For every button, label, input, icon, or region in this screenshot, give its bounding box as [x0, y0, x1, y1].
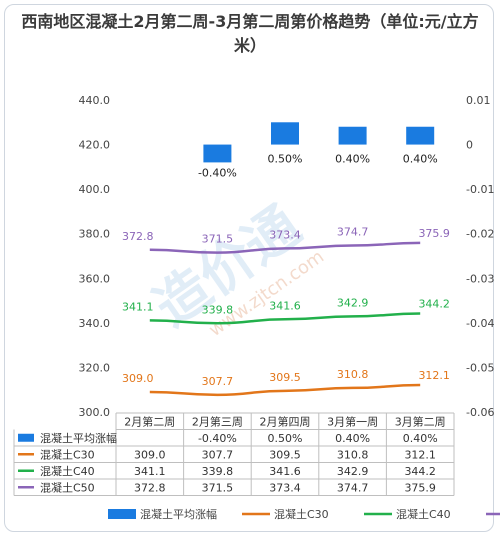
watermark: 造价通 www.zjtcn.com [143, 194, 328, 341]
right-axis: 0.01 0 -0.01 -0.02 -0.03 -0.04 -0.05 -0.06 [466, 94, 494, 419]
left-tick-label: 300.0 [79, 406, 111, 419]
table-cell: -0.40% [198, 432, 237, 445]
bar-mark [338, 126, 367, 145]
line-data-label: 373.4 [269, 228, 301, 241]
table-category: 2月第二周 [124, 414, 175, 428]
right-tick-label: -0.01 [466, 183, 494, 196]
table-cell: 375.9 [404, 481, 436, 494]
table-row-label: 混凝土C30 [40, 447, 95, 461]
left-tick-label: 440.0 [79, 94, 111, 107]
table-cell: 309.0 [134, 448, 166, 461]
series-line [149, 383, 421, 397]
line-data-label: 374.7 [337, 226, 369, 239]
line-data-label: 371.5 [202, 233, 234, 246]
left-axis: 300.0 320.0 340.0 360.0 380.0 400.0 420.0 440.0 [79, 94, 111, 419]
line-data-label: 309.0 [122, 372, 154, 385]
table-cell: 372.8 [134, 481, 166, 494]
left-tick-label: 380.0 [79, 228, 111, 241]
table-row-swatch [18, 433, 34, 442]
right-tick-label: -0.02 [466, 228, 494, 241]
legend-label: 混凝土平均涨幅 [140, 507, 217, 521]
line-data-label: 312.1 [418, 369, 450, 382]
table-cell: 310.8 [337, 448, 369, 461]
right-tick-label: -0.03 [466, 272, 494, 285]
table-cell: 309.5 [269, 448, 301, 461]
bar-mark [271, 122, 299, 145]
legend: 混凝土平均涨幅混凝土C30混凝土C40混凝土C50 [108, 507, 500, 521]
right-tick-label: -0.05 [466, 361, 494, 374]
left-tick-label: 340.0 [79, 317, 111, 330]
bar-mark [203, 144, 232, 163]
bar-data-label: -0.40% [198, 166, 237, 179]
table-cell: 339.8 [202, 465, 234, 478]
table-category: 2月第三周 [192, 414, 243, 428]
line-data-label: 339.8 [202, 303, 234, 316]
bar-mark [406, 126, 435, 145]
table-cell: 371.5 [202, 481, 234, 494]
right-tick-label: 0 [466, 139, 473, 152]
table-cell: 0.50% [268, 432, 303, 445]
series-line [149, 241, 421, 254]
line-data-label: 372.8 [122, 230, 154, 243]
left-tick-label: 400.0 [79, 183, 111, 196]
chart-frame [4, 4, 494, 532]
table-cell: 312.1 [404, 448, 436, 461]
table-row-label: 混凝土C40 [40, 464, 95, 478]
line-data-label: 309.5 [269, 371, 301, 384]
chart-title: 西南地区混凝土2月第二周-3月第二周第价格趋势（单位:元/立方米） [21, 12, 479, 55]
table-row-label: 混凝土平均涨幅 [40, 431, 117, 445]
table-cell: 341.1 [134, 465, 166, 478]
series-line [149, 312, 421, 325]
bar-data-label: 0.40% [403, 153, 438, 166]
line-data-label: 341.6 [269, 299, 301, 312]
bar-data-label: 0.40% [335, 153, 370, 166]
right-tick-label: -0.06 [466, 406, 494, 419]
table-cell: 307.7 [202, 448, 234, 461]
legend-label: 混凝土C40 [396, 507, 451, 521]
line-series [149, 241, 421, 397]
data-labels: -0.40% 0.50% 0.40% 0.40% 309.0 307.7 309.5 310.… [122, 153, 450, 388]
line-data-label: 341.1 [122, 300, 154, 313]
table-category: 3月第二周 [395, 414, 446, 428]
table-cell: 374.7 [337, 481, 369, 494]
right-tick-label: -0.04 [466, 317, 494, 330]
bar-data-label: 0.50% [268, 153, 303, 166]
line-data-label: 344.2 [418, 297, 450, 310]
line-data-label: 307.7 [202, 375, 234, 388]
line-data-label: 375.9 [418, 227, 450, 240]
legend-swatch [108, 509, 136, 519]
line-data-label: 310.8 [337, 368, 369, 381]
line-data-label: 342.9 [337, 296, 369, 309]
table-category: 2月第四周 [260, 414, 311, 428]
table-cell: 0.40% [403, 432, 438, 445]
left-tick-label: 360.0 [79, 272, 111, 285]
table-row-label: 混凝土C50 [40, 480, 95, 494]
table-cell: 342.9 [337, 465, 369, 478]
bar-series [203, 122, 435, 163]
table-category: 3月第一周 [327, 414, 378, 428]
right-tick-label: 0.01 [466, 94, 491, 107]
table-cell: 341.6 [269, 465, 301, 478]
left-tick-label: 420.0 [79, 139, 111, 152]
table-cell: 344.2 [404, 465, 436, 478]
table-cell: 373.4 [269, 481, 301, 494]
legend-label: 混凝土C30 [274, 507, 329, 521]
left-tick-label: 320.0 [79, 361, 111, 374]
table-cell: 0.40% [335, 432, 370, 445]
